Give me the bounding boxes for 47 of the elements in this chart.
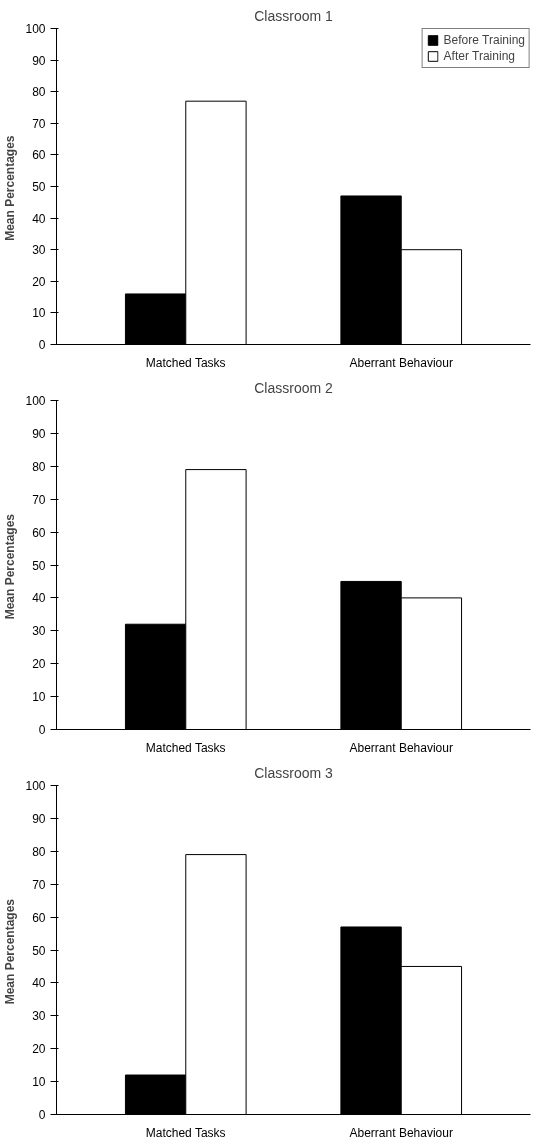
- x-tick-label: Aberrant Behaviour: [349, 1125, 453, 1140]
- x-tick-label: Aberrant Behaviour: [349, 355, 453, 370]
- y-tick-label: 100: [25, 394, 46, 408]
- y-tick-label: 90: [32, 53, 46, 68]
- y-tick-label: 50: [32, 558, 46, 573]
- chart-title: Classroom 3: [254, 764, 333, 781]
- y-tick-label: 20: [32, 1042, 46, 1057]
- y-tick-label: 40: [32, 211, 46, 226]
- y-tick-label: 50: [32, 180, 46, 194]
- y-tick-label: 60: [32, 525, 46, 540]
- y-tick-label: 30: [32, 243, 46, 258]
- y-tick-label: 10: [32, 690, 46, 705]
- y-tick-label: 20: [32, 274, 46, 289]
- x-tick-label: Matched Tasks: [145, 355, 226, 370]
- y-tick-label: 100: [25, 779, 46, 793]
- y-tick-label: 70: [32, 877, 46, 892]
- x-tick-label: Matched Tasks: [145, 1125, 226, 1140]
- y-tick-label: 10: [32, 1075, 46, 1090]
- y-axis-title: Mean Percentages: [3, 513, 18, 620]
- y-tick-label: 10: [32, 306, 46, 321]
- y-tick-label: 40: [32, 591, 46, 606]
- y-tick-label: 40: [32, 976, 46, 991]
- y-tick-label: 100: [25, 22, 46, 36]
- y-tick-label: 0: [38, 723, 46, 737]
- legend-label: Before Training: [443, 33, 525, 47]
- y-tick-label: 60: [32, 910, 46, 925]
- y-tick-label: 30: [32, 624, 46, 639]
- y-axis-title: Mean Percentages: [3, 898, 18, 1005]
- y-axis-title: Mean Percentages: [3, 135, 18, 241]
- legend-label: After Training: [443, 49, 515, 63]
- y-tick-label: 70: [32, 116, 46, 131]
- y-tick-label: 30: [32, 1009, 46, 1024]
- y-tick-label: 60: [32, 148, 46, 163]
- x-tick-label: Matched Tasks: [145, 740, 226, 755]
- chart-title: Classroom 2: [254, 379, 333, 396]
- y-tick-label: 80: [32, 844, 46, 859]
- y-tick-label: 50: [32, 943, 46, 958]
- y-tick-label: 70: [32, 492, 46, 507]
- y-tick-label: 80: [32, 85, 46, 100]
- y-tick-label: 20: [32, 657, 46, 672]
- chart-title: Classroom 1: [254, 7, 333, 24]
- y-tick-label: 90: [32, 426, 46, 441]
- y-tick-label: 0: [38, 338, 46, 352]
- x-tick-label: Aberrant Behaviour: [349, 740, 453, 755]
- y-tick-label: 80: [32, 459, 46, 474]
- y-tick-label: 90: [32, 811, 46, 826]
- y-tick-label: 0: [38, 1108, 46, 1122]
